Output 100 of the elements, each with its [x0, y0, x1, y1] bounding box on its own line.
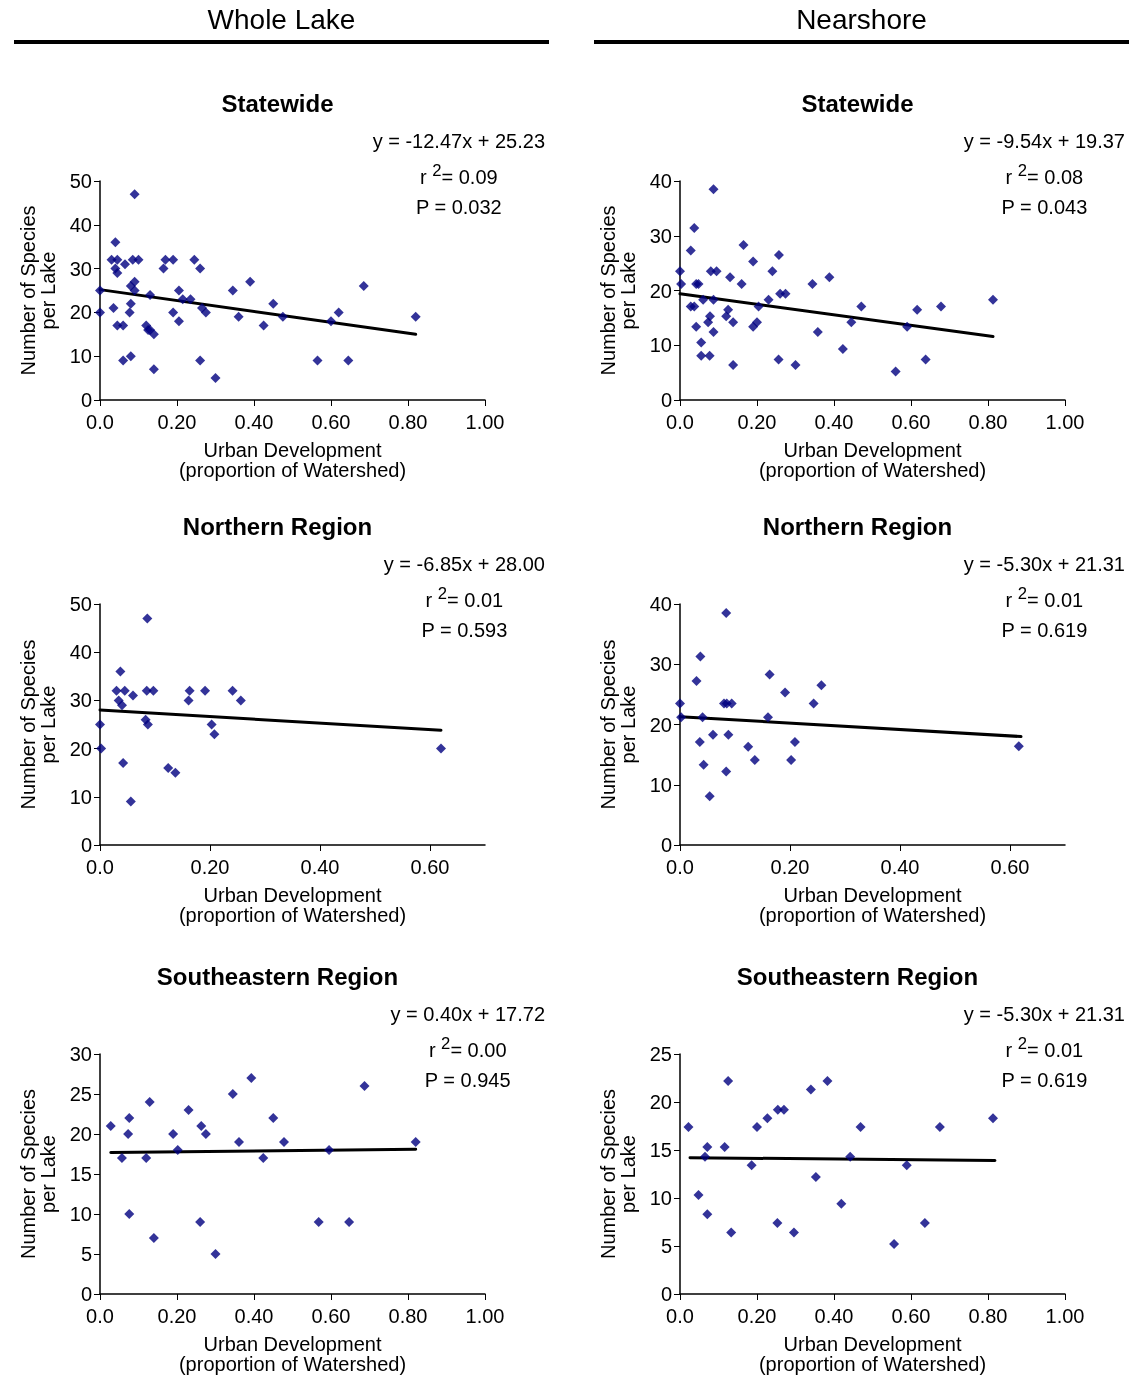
x-tick-label: 0.60 [410, 856, 450, 878]
text: y = -6.85x + 28.00 [383, 553, 545, 575]
y-tick-label: 10 [69, 1203, 92, 1225]
y-tick-label: 40 [649, 593, 672, 615]
y-tick-label: 30 [649, 653, 672, 676]
x-tick-label: 0.40 [234, 411, 274, 433]
y-tick-label: 0 [660, 834, 672, 856]
y-tick-label: 40 [69, 641, 92, 664]
x-tick-label: 0.20 [770, 856, 810, 878]
y-tick-label: 20 [649, 713, 672, 736]
y-tick-label: 5 [80, 1243, 92, 1265]
x-tick-label: 0.60 [311, 411, 351, 433]
y-tick-label: 50 [69, 170, 92, 192]
y-axis-title: Number of Species per Lake [17, 1088, 59, 1260]
x-tick-label: 0.20 [737, 411, 777, 433]
x-tick-label: 0.60 [891, 1305, 931, 1327]
x-tick-label: 0.60 [990, 856, 1030, 878]
x-tick-label: 0.40 [814, 411, 854, 433]
x-tick-label: 0.80 [968, 411, 1008, 433]
x-axis-title: Urban Development (proportion of Watershed) [758, 439, 987, 481]
y-tick-label: 10 [69, 345, 92, 368]
text: y = -5.30x + 21.31 [963, 553, 1125, 575]
x-axis-title: Urban Development (proportion of Watershed) [178, 1333, 407, 1375]
y-tick-label: 20 [69, 737, 92, 760]
x-tick-label: 0.20 [190, 856, 230, 878]
x-tick-label: 0.0 [86, 1305, 114, 1327]
y-tick-label: 20 [649, 279, 672, 302]
x-axis-title: Urban Development (proportion of Watershed) [178, 884, 407, 926]
y-axis-title: Number of Species per Lake [597, 205, 639, 376]
x-axis-title: Urban Development (proportion of Watershed) [758, 1333, 987, 1375]
x-tick-label: 0.60 [311, 1305, 351, 1327]
x-tick-label: 0.20 [737, 1305, 777, 1327]
y-tick-label: 5 [660, 1235, 672, 1257]
y-tick-label: 25 [69, 1083, 92, 1105]
x-tick-label: 0.40 [234, 1305, 274, 1327]
x-tick-label: 0.60 [891, 411, 931, 433]
text: y = -9.54x + 19.37 [963, 130, 1125, 152]
y-tick-label: 25 [649, 1043, 672, 1065]
y-tick-label: 15 [69, 1163, 92, 1185]
chart-subtitle: Statewide [220, 89, 335, 119]
annotation: r $^{2}$= 0.09 [420, 161, 498, 188]
y-tick-label: 0 [80, 389, 92, 411]
x-tick-label: 1.00 [1045, 411, 1085, 433]
annotation: r $^{2}$= 0.01 [425, 584, 504, 611]
chart-title: Northern Region [181, 512, 374, 542]
annotation: r $^{2}$= 0.01 [1005, 584, 1084, 611]
y-axis-title: Number of Species per Lake [597, 639, 639, 810]
y-tick-label: 40 [649, 170, 672, 192]
x-tick-label: 0.80 [968, 1305, 1008, 1327]
chart-title: Whole Lake [14, 0, 549, 44]
y-tick-label: 0 [80, 834, 92, 856]
annotation: P = 0.032 [415, 195, 502, 218]
chart-title: Southeastern Region [155, 962, 400, 992]
y-tick-label: 0 [660, 389, 672, 411]
x-tick-label: 0.0 [86, 411, 114, 433]
x-tick-label: 0.40 [300, 856, 340, 878]
annotation: P = 0.043 [1001, 195, 1088, 218]
x-tick-label: 0.20 [157, 1305, 197, 1327]
y-tick-label: 20 [69, 1123, 92, 1145]
annotation: r $^{2}$= 0.01 [1005, 1034, 1084, 1061]
y-tick-label: 30 [69, 257, 92, 280]
y-tick-label: 15 [649, 1139, 672, 1161]
x-tick-label: 1.00 [1045, 1305, 1085, 1327]
y-tick-label: 10 [649, 773, 672, 796]
text: y = -5.30x + 21.31 [963, 1003, 1125, 1025]
y-tick-label: 30 [649, 224, 672, 247]
annotation: P = 0.593 [421, 618, 508, 641]
annotation: P = 0.945 [424, 1068, 511, 1091]
y-tick-label: 0 [660, 1283, 672, 1305]
annotation: P = 0.619 [1001, 1068, 1088, 1091]
y-axis-title: Number of Species per Lake [597, 1088, 639, 1260]
x-tick-label: 0.0 [666, 411, 694, 433]
y-tick-label: 20 [649, 1091, 672, 1113]
y-tick-label: 30 [69, 689, 92, 712]
x-tick-label: 0.0 [666, 1305, 694, 1327]
x-tick-label: 0.0 [86, 856, 114, 878]
x-tick-label: 1.00 [465, 1305, 505, 1327]
chart-subtitle: Statewide [800, 89, 915, 119]
chart-title: Nearshore [594, 0, 1129, 44]
y-tick-label: 10 [649, 334, 672, 357]
text: y = 0.40x + 17.72 [390, 1003, 545, 1025]
x-tick-label: 0.40 [880, 856, 920, 878]
y-tick-label: 10 [69, 785, 92, 808]
x-tick-label: 0.20 [157, 411, 197, 433]
x-tick-label: 0.80 [388, 411, 428, 433]
y-tick-label: 50 [69, 593, 92, 615]
x-axis-title: Urban Development (proportion of Watershed) [178, 439, 407, 481]
chart-title: Southeastern Region [735, 962, 980, 992]
x-tick-label: 1.00 [465, 411, 505, 433]
x-tick-label: 0.80 [388, 1305, 428, 1327]
y-tick-label: 10 [649, 1187, 672, 1209]
y-axis-title: Number of Species per Lake [17, 639, 59, 810]
annotation: P = 0.619 [1001, 618, 1088, 641]
y-tick-label: 30 [69, 1043, 92, 1065]
y-axis-title: Number of Species per Lake [17, 205, 59, 376]
chart-title: Northern Region [761, 512, 954, 542]
annotation: r $^{2}$= 0.00 [428, 1034, 507, 1061]
x-axis-title: Urban Development (proportion of Watershed) [758, 884, 987, 926]
x-tick-label: 0.0 [666, 856, 694, 878]
y-tick-label: 20 [69, 301, 92, 324]
